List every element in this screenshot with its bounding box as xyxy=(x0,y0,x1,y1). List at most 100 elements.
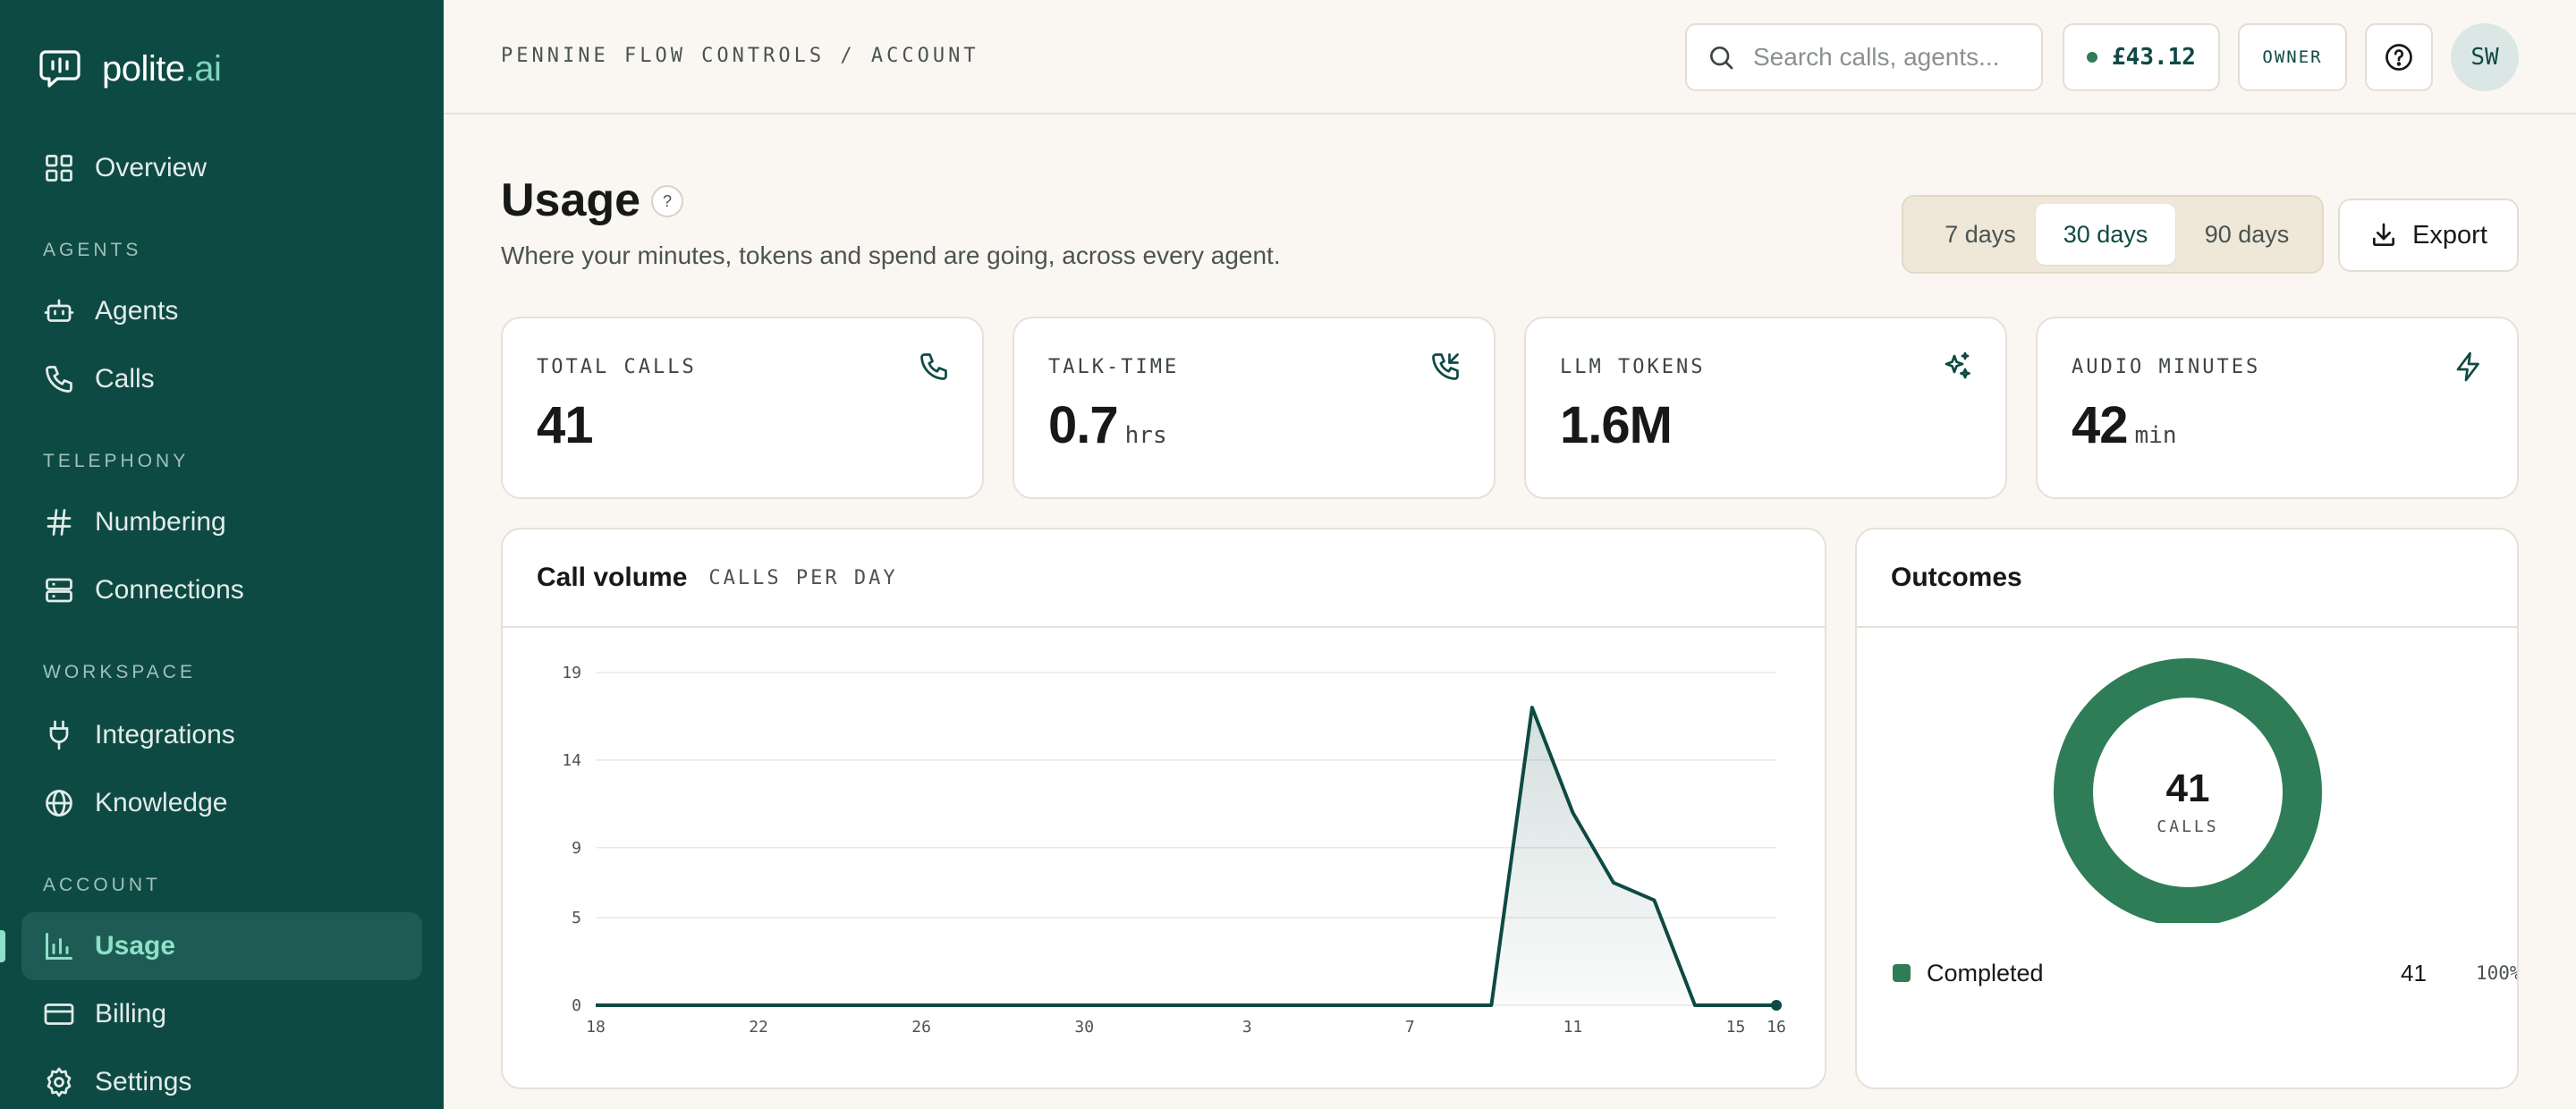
stat-card-llm-tokens: LLM TOKENS 1.6M xyxy=(1524,317,2007,499)
sidebar-item-label: Connections xyxy=(95,575,244,605)
brand-name: polite.ai xyxy=(102,48,222,89)
stat-card-talk-time: TALK-TIME 0.7 hrs xyxy=(1013,317,1496,499)
server-icon xyxy=(46,578,72,603)
export-label: Export xyxy=(2412,220,2487,250)
phone-icon xyxy=(46,366,72,393)
x-tick-label: 30 xyxy=(1074,1018,1094,1037)
sidebar-section-telephony: TELEPHONY xyxy=(43,451,190,471)
sidebar-item-settings[interactable]: Settings xyxy=(21,1048,422,1109)
sidebar-item-billing[interactable]: Billing xyxy=(21,980,422,1048)
balance-amount: £43.12 xyxy=(2112,44,2196,71)
page-subtitle: Where your minutes, tokens and spend are… xyxy=(501,241,1281,269)
donut-slice-completed[interactable] xyxy=(2054,658,2322,923)
plug-icon xyxy=(49,720,69,750)
legend-item-completed[interactable]: Completed 41 100% xyxy=(1893,955,2517,991)
role-badge: OWNER xyxy=(2238,23,2347,91)
sidebar-item-integrations[interactable]: Integrations xyxy=(21,701,422,769)
range-90-days[interactable]: 90 days xyxy=(2204,220,2290,248)
grid-icon xyxy=(46,155,72,182)
phone-icon xyxy=(920,353,947,380)
range-30-days[interactable]: 30 days xyxy=(2036,204,2175,265)
panel-header: Call volume CALLS PER DAY xyxy=(503,529,1825,628)
bolt-icon xyxy=(2456,351,2479,382)
brand-logo[interactable]: polite.ai xyxy=(38,47,222,91)
range-7-days[interactable]: 7 days xyxy=(1945,220,2016,248)
panel-header: Outcomes xyxy=(1857,529,2517,628)
outcomes-panel: Outcomes 41 CALLS Completed 41 100% xyxy=(1855,528,2519,1089)
x-tick-label: 16 xyxy=(1767,1018,1786,1037)
x-tick-label: 26 xyxy=(911,1018,931,1037)
sidebar-section-workspace: WORKSPACE xyxy=(43,662,196,682)
search-icon xyxy=(1710,47,1733,70)
y-tick-label: 14 xyxy=(562,751,581,770)
sidebar-section-agents: AGENTS xyxy=(43,240,142,260)
globe-icon xyxy=(46,790,72,817)
x-tick-label: 7 xyxy=(1405,1018,1415,1037)
sidebar-item-knowledge[interactable]: Knowledge xyxy=(21,769,422,837)
sidebar-section-account: ACCOUNT xyxy=(43,875,161,895)
data-point-last xyxy=(1771,1000,1782,1011)
avatar[interactable]: SW xyxy=(2451,23,2519,91)
search-box[interactable] xyxy=(1685,23,2043,91)
stat-label: TALK-TIME xyxy=(1048,356,1180,378)
sidebar-item-calls[interactable]: Calls xyxy=(21,345,422,413)
panel-title: Call volume xyxy=(537,563,688,592)
x-tick-label: 3 xyxy=(1242,1018,1252,1037)
stat-label: LLM TOKENS xyxy=(1560,356,1706,378)
stat-value: 42 min xyxy=(2072,396,2177,454)
series-line xyxy=(596,706,1776,1007)
top-bar: PENNINE FLOW CONTROLS / ACCOUNT £43.12 O… xyxy=(444,0,2576,114)
stat-card-audio-minutes: AUDIO MINUTES 42 min xyxy=(2036,317,2519,499)
call-volume-panel: Call volume CALLS PER DAY 0 5 9 14 19 18 22 26 3… xyxy=(501,528,1826,1089)
x-tick-label: 22 xyxy=(749,1018,768,1037)
legend-percent: 100% xyxy=(2476,962,2519,984)
stat-card-total-calls: TOTAL CALLS 41 xyxy=(501,317,984,499)
sidebar-item-usage[interactable]: Usage xyxy=(0,912,422,980)
sidebar-item-label: Numbering xyxy=(95,507,226,537)
x-tick-label: 15 xyxy=(1726,1018,1746,1037)
panel-subtitle: CALLS PER DAY xyxy=(708,566,898,589)
sidebar-item-label: Billing xyxy=(95,999,167,1029)
sidebar-item-connections[interactable]: Connections xyxy=(21,556,422,624)
balance-badge[interactable]: £43.12 xyxy=(2063,23,2220,91)
call-volume-chart: 0 5 9 14 19 18 22 26 30 3 7 11 15 16 xyxy=(562,664,1786,1037)
y-tick-label: 9 xyxy=(572,839,581,858)
title-help-badge[interactable]: ? xyxy=(651,185,683,217)
breadcrumb[interactable]: PENNINE FLOW CONTROLS / ACCOUNT xyxy=(501,45,979,67)
area-fill xyxy=(596,707,1776,1005)
legend-count: 41 xyxy=(2401,959,2427,986)
outcomes-donut: 41 CALLS xyxy=(2054,658,2322,923)
card-icon xyxy=(44,1003,74,1025)
sidebar-item-numbering[interactable]: Numbering xyxy=(21,488,422,556)
search-input[interactable] xyxy=(1753,43,2021,72)
sidebar-item-agents[interactable]: Agents xyxy=(21,277,422,345)
page-title: Usage xyxy=(501,174,641,226)
gear-icon xyxy=(47,1067,72,1097)
help-circle-icon xyxy=(2385,44,2412,71)
sidebar: polite.ai Overview AGENTS Agents Calls T… xyxy=(0,0,444,1109)
sidebar-item-label: Knowledge xyxy=(95,788,228,817)
x-tick-label: 18 xyxy=(586,1018,606,1037)
stat-unit: min xyxy=(2134,422,2177,449)
sparkle-icon xyxy=(1945,351,1970,379)
donut-center-label: CALLS xyxy=(2157,817,2218,836)
status-dot xyxy=(2087,52,2098,63)
bar-chart-icon xyxy=(46,933,72,960)
range-selector: 7 days 30 days 90 days xyxy=(1902,195,2324,274)
legend-name: Completed xyxy=(1927,959,2044,986)
stat-label: AUDIO MINUTES xyxy=(2072,356,2261,378)
phone-incoming-icon xyxy=(1432,353,1459,380)
stat-value: 1.6M xyxy=(1560,396,1673,454)
help-button[interactable] xyxy=(2365,23,2433,91)
sidebar-item-label: Settings xyxy=(95,1067,192,1096)
robot-icon xyxy=(44,299,74,322)
sidebar-item-label: Overview xyxy=(95,153,208,182)
stat-unit: hrs xyxy=(1124,422,1167,449)
y-tick-label: 5 xyxy=(572,909,581,927)
y-tick-label: 0 xyxy=(572,996,581,1015)
download-icon xyxy=(2373,223,2395,246)
sidebar-item-label: Usage xyxy=(95,931,176,961)
sidebar-item-overview[interactable]: Overview xyxy=(21,134,422,202)
export-button[interactable]: Export xyxy=(2338,199,2519,272)
hash-icon xyxy=(47,509,72,536)
